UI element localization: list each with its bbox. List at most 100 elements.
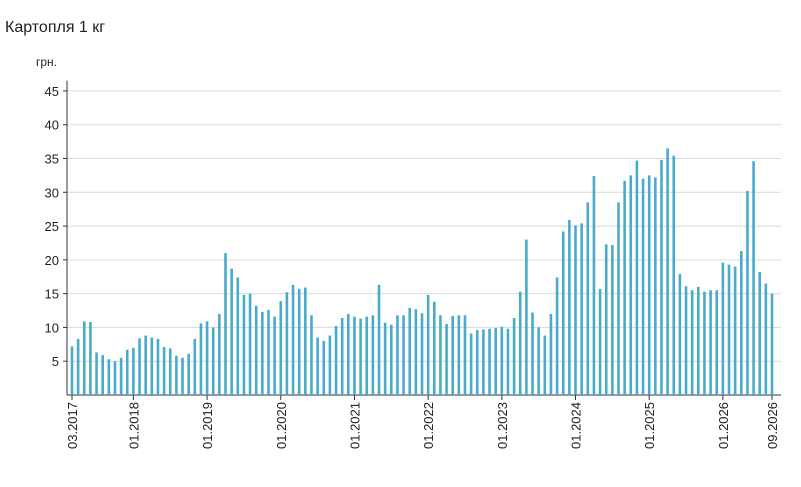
bar (402, 315, 405, 395)
bar (531, 312, 534, 395)
y-tick-label: 20 (45, 253, 59, 268)
bar (328, 335, 332, 395)
bar (144, 335, 147, 395)
bar (494, 328, 497, 395)
bar (469, 333, 473, 395)
bar (132, 347, 135, 395)
x-tick-label: 01.2024 (569, 402, 584, 449)
bar (175, 355, 178, 395)
bar (549, 313, 553, 395)
bar (623, 180, 626, 395)
bar (568, 219, 571, 395)
bar (359, 318, 362, 395)
bar (76, 338, 80, 395)
bar (512, 317, 516, 395)
bar (770, 293, 774, 395)
bar (647, 175, 651, 395)
bar (205, 321, 209, 395)
bar (697, 286, 700, 395)
bar (248, 293, 252, 395)
bar (611, 244, 614, 395)
bar (654, 177, 657, 395)
x-tick-label: 01.2023 (495, 402, 510, 449)
bar (218, 313, 221, 395)
bar (408, 307, 412, 395)
bar (678, 274, 682, 395)
bar (230, 268, 233, 395)
bar (746, 190, 749, 395)
bar (383, 322, 387, 395)
bar (316, 337, 319, 395)
bar (420, 313, 424, 395)
bar (377, 284, 381, 395)
bar (95, 352, 98, 395)
bar (168, 348, 172, 395)
bar (561, 231, 565, 395)
bar (764, 283, 768, 395)
bar (543, 335, 547, 395)
bar (604, 244, 608, 395)
bar (365, 316, 369, 395)
bar (752, 161, 755, 395)
bar (629, 175, 633, 395)
y-tick-label: 45 (45, 84, 59, 99)
bar (156, 338, 160, 395)
bar (199, 323, 203, 395)
y-tick-label: 10 (45, 320, 59, 335)
bar (475, 330, 479, 395)
bar (371, 315, 375, 395)
bar (439, 315, 442, 395)
bar (396, 315, 399, 395)
bar (261, 311, 264, 395)
bar (727, 264, 731, 395)
bar (285, 292, 289, 395)
bar (150, 337, 154, 395)
bar (666, 148, 669, 395)
bar (451, 315, 455, 395)
y-axis-label: грн. (36, 55, 57, 69)
bar (138, 338, 141, 395)
y-tick-label: 25 (45, 219, 59, 234)
bar (125, 349, 129, 395)
bar (457, 315, 461, 395)
bar (304, 287, 307, 395)
bar (586, 202, 590, 395)
x-tick-label: 01.2020 (274, 402, 289, 449)
bar (291, 284, 295, 395)
bar (445, 324, 448, 395)
bar (236, 277, 240, 395)
bar (297, 288, 301, 395)
bar (660, 159, 663, 395)
bar (193, 338, 197, 395)
bar (500, 326, 504, 395)
bar (690, 290, 694, 395)
bar (340, 317, 344, 395)
y-tick-label: 5 (52, 354, 59, 369)
bar (82, 321, 86, 395)
bar (617, 202, 620, 395)
bar (242, 294, 246, 395)
x-tick-label: 01.2022 (421, 402, 436, 449)
bar (463, 315, 467, 395)
bar (715, 290, 719, 395)
y-tick-label: 30 (45, 185, 59, 200)
bar (310, 315, 313, 395)
bar (758, 272, 762, 395)
bar (482, 329, 485, 395)
bar (279, 301, 283, 395)
bar (721, 262, 725, 395)
x-tick-label: 09.2026 (765, 402, 780, 449)
bar (107, 359, 111, 395)
bar (414, 309, 418, 395)
bar (506, 328, 510, 395)
bar (334, 326, 338, 395)
bar (525, 239, 528, 395)
bar (224, 253, 227, 395)
bar (592, 176, 596, 395)
bar (267, 309, 270, 395)
bar (389, 324, 393, 395)
x-tick-label: 01.2025 (642, 402, 657, 449)
bar (537, 327, 540, 395)
bar (598, 288, 602, 395)
bar (322, 340, 326, 395)
